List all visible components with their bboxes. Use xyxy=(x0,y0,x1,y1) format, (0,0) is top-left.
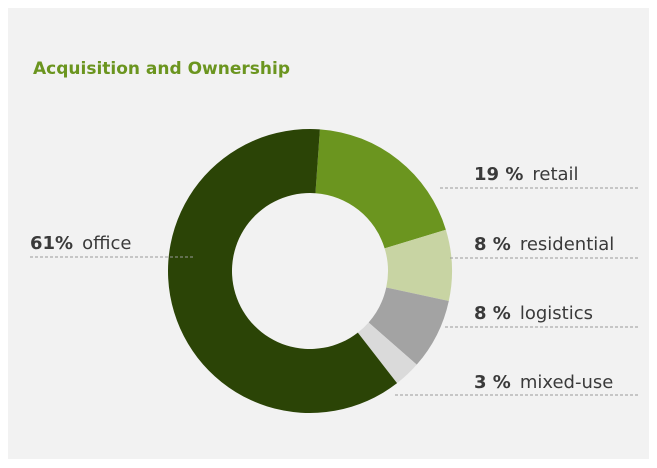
slice xyxy=(315,129,446,249)
value-label: 61% xyxy=(30,233,73,254)
slice xyxy=(384,229,453,301)
value-label: 8 % xyxy=(474,234,511,255)
category-label: residential xyxy=(520,234,614,255)
category-label: mixed-use xyxy=(520,372,614,393)
category-label: retail xyxy=(532,164,578,185)
category-label: logistics xyxy=(520,303,593,324)
slice-label: 19 % retail xyxy=(474,164,579,185)
slice xyxy=(168,129,398,413)
chart-title: Acquisition and Ownership xyxy=(33,59,290,79)
value-label: 8 % xyxy=(474,303,511,324)
slice-label: 3 % mixed-use xyxy=(474,372,613,393)
value-label: 3 % xyxy=(474,372,511,393)
slice-label: 8 % residential xyxy=(474,234,614,255)
slice-label: 61% office xyxy=(30,233,131,254)
category-label: office xyxy=(82,233,131,254)
slice xyxy=(357,322,417,384)
value-label: 19 % xyxy=(474,164,523,185)
slice-label: 8 % logistics xyxy=(474,303,593,324)
slice xyxy=(368,287,449,365)
